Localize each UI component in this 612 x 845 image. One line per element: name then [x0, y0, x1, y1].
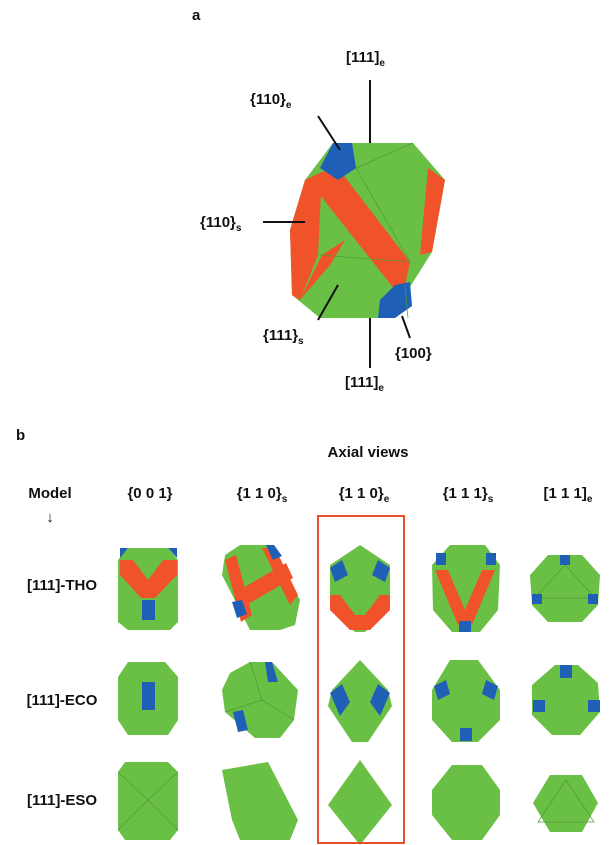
panel-label: a — [192, 7, 201, 24]
annotation-sub: s — [236, 223, 242, 234]
column-header: Model — [28, 485, 71, 502]
crystal-view — [533, 775, 598, 832]
column-header: {0 0 1} — [127, 485, 172, 502]
crystal-view — [330, 545, 390, 632]
figure: a [111]e {110}e {110}s {111}s {100} [111… — [0, 0, 612, 845]
header-text: {1 1 0} — [339, 485, 384, 502]
header-text: {1 1 0} — [237, 485, 282, 502]
pointer-line — [402, 316, 410, 338]
header-text: {1 1 1} — [443, 485, 488, 502]
column-header: {1 1 1}s — [443, 485, 494, 505]
annotation: {110}e — [250, 91, 292, 111]
crystal-model — [290, 143, 445, 318]
row-label: [111]-ECO — [27, 692, 98, 709]
header-sub: s — [282, 494, 288, 505]
crystal-view — [432, 545, 500, 632]
annotation-sub: e — [379, 58, 385, 69]
annotation-text: [111] — [345, 374, 378, 391]
annotation: {110}s — [200, 214, 242, 234]
crystal-view — [328, 660, 392, 742]
crystal-view — [222, 545, 300, 630]
annotation: [111]e — [346, 49, 385, 69]
header-sub: e — [587, 494, 593, 505]
arrow: ↓ — [46, 509, 54, 526]
panel-title: Axial views — [328, 444, 409, 461]
crystal-view — [530, 555, 600, 622]
crystal-view — [118, 662, 178, 735]
header-sub: e — [384, 494, 390, 505]
pointer-line — [318, 116, 340, 150]
annotation-text: {111} — [263, 327, 298, 344]
row-label: [111]-ESO — [27, 792, 97, 809]
column-header: {1 1 0}e — [339, 485, 390, 505]
crystal-view — [222, 662, 298, 738]
annotation: {111}s — [263, 327, 304, 347]
crystal-view — [222, 762, 298, 840]
annotation-text: {110} — [200, 214, 236, 231]
crystal-view — [118, 548, 178, 630]
annotation-text: {110} — [250, 91, 286, 108]
annotation-sub: s — [298, 336, 304, 347]
column-header: [1 1 1]e — [544, 485, 593, 505]
annotation-text: [111] — [346, 49, 379, 66]
annotation: {100} — [395, 345, 432, 362]
row-label: [111]-THO — [27, 577, 97, 594]
crystal-view — [432, 765, 500, 840]
crystal-view — [532, 665, 600, 735]
panel-label: b — [16, 427, 25, 444]
crystal-view — [328, 760, 392, 845]
header-sub: s — [488, 494, 494, 505]
annotation-sub: e — [378, 383, 384, 394]
header-text: [1 1 1] — [544, 485, 587, 502]
crystal-view — [118, 762, 178, 840]
annotation-sub: e — [286, 100, 292, 111]
crystal-view — [432, 660, 500, 742]
annotation: [111]e — [345, 374, 384, 394]
column-header: {1 1 0}s — [237, 485, 288, 505]
